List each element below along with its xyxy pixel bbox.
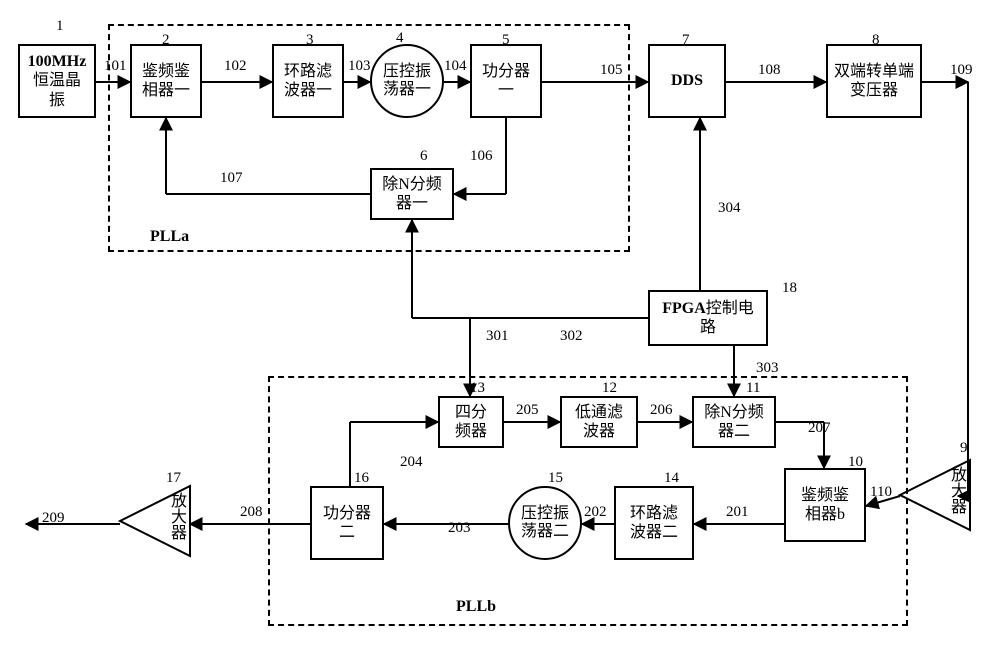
id-label-12: 12 — [602, 380, 617, 397]
id-label-18: 18 — [782, 280, 797, 297]
block-fpga: FPGA控制电路 — [648, 290, 768, 346]
signal-label-103: 103 — [348, 58, 371, 75]
block-lf1: 环路滤波器一 — [272, 44, 344, 118]
block-split2: 功分器二 — [310, 486, 384, 560]
id-label-13: 13 — [470, 380, 485, 397]
id-label-8: 8 — [872, 32, 880, 49]
id-label-11: 11 — [746, 380, 760, 397]
signal-label-204: 204 — [400, 454, 423, 471]
block-split1: 功分器一 — [470, 44, 542, 118]
id-label-1: 1 — [56, 18, 64, 35]
signal-label-107: 107 — [220, 170, 243, 187]
signal-label-109: 109 — [950, 62, 973, 79]
block-lf2: 环路滤波器二 — [614, 486, 694, 560]
block-vco2: 压控振荡器二 — [508, 486, 582, 560]
id-label-5: 5 — [502, 32, 510, 49]
pll-a-label: PLLa — [150, 228, 189, 246]
id-label-14: 14 — [664, 470, 679, 487]
signal-label-304: 304 — [718, 200, 741, 217]
id-label-7: 7 — [682, 32, 690, 49]
signal-label-110: 110 — [870, 484, 892, 501]
id-label-3: 3 — [306, 32, 314, 49]
id-label-10: 10 — [848, 454, 863, 471]
signal-label-302: 302 — [560, 328, 583, 345]
signal-label-102: 102 — [224, 58, 247, 75]
signal-label-104: 104 — [444, 58, 467, 75]
pll-b-label: PLLb — [456, 598, 496, 616]
signal-label-105: 105 — [600, 62, 623, 79]
signal-label-301: 301 — [486, 328, 509, 345]
signal-label-207: 207 — [808, 420, 831, 437]
block-vco1: 压控振荡器一 — [370, 44, 444, 118]
block-lpf: 低通滤波器 — [560, 396, 638, 448]
id-label-16: 16 — [354, 470, 369, 487]
block-pfd2: 鉴频鉴相器b — [784, 468, 866, 542]
signal-label-208: 208 — [240, 504, 263, 521]
block-pfd1: 鉴频鉴相器一 — [130, 44, 202, 118]
signal-label-201: 201 — [726, 504, 749, 521]
id-label-15: 15 — [548, 470, 563, 487]
id-label-17: 17 — [166, 470, 181, 487]
id-label-2: 2 — [162, 32, 170, 49]
block-divN1: 除N分频器一 — [370, 168, 454, 220]
signal-label-106: 106 — [470, 148, 493, 165]
signal-label-108: 108 — [758, 62, 781, 79]
id-label-4: 4 — [396, 30, 404, 47]
signal-label-303: 303 — [756, 360, 779, 377]
id-label-9: 9 — [960, 440, 968, 457]
block-dds: DDS — [648, 44, 726, 118]
signal-label-203: 203 — [448, 520, 471, 537]
signal-label-206: 206 — [650, 402, 673, 419]
id-label-6: 6 — [420, 148, 428, 165]
block-divN2: 除N分频器二 — [692, 396, 776, 448]
signal-label-205: 205 — [516, 402, 539, 419]
block-osc100: 100MHz恒温晶振 — [18, 44, 96, 118]
amp-label-amp: 放大器 — [944, 466, 968, 514]
block-xfmr: 双端转单端变压器 — [826, 44, 922, 118]
block-div4: 四分频器 — [438, 396, 504, 448]
signal-label-202: 202 — [584, 504, 607, 521]
signal-label-101: 101 — [104, 58, 127, 75]
amp-label-amp2: 放大器 — [164, 492, 188, 540]
signal-label-209: 209 — [42, 510, 65, 527]
